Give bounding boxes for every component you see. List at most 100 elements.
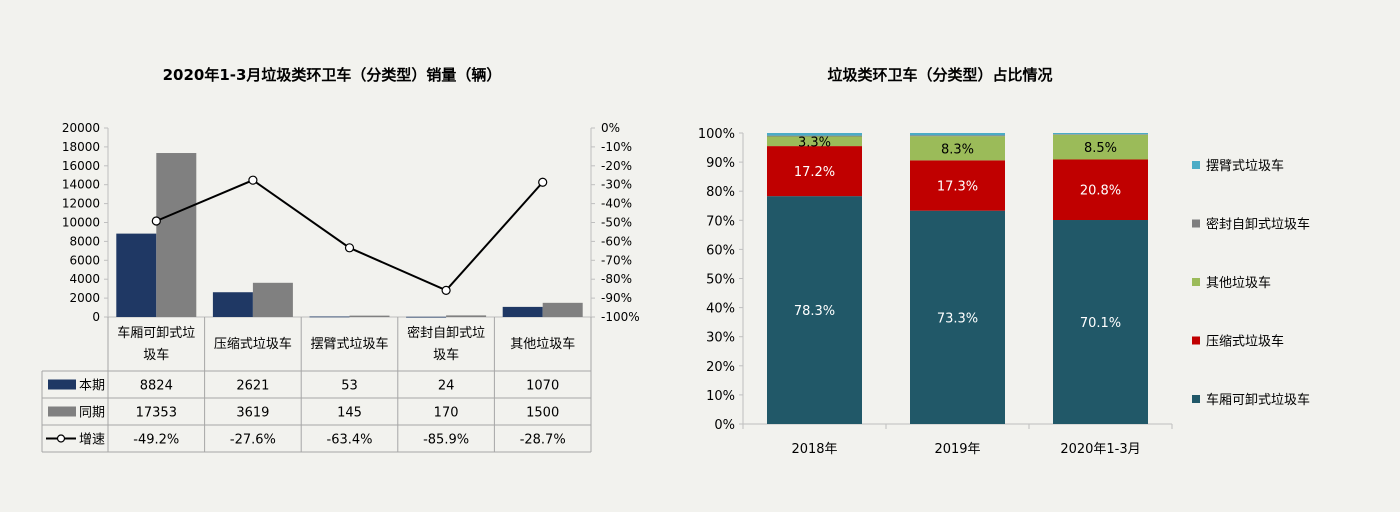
stack-segment-2-2 — [910, 160, 1005, 211]
table-series-name-3: 增速 — [79, 433, 105, 448]
bar-current-3 — [309, 316, 350, 318]
bar-current-1 — [116, 233, 157, 317]
table-series-name-2: 同期 — [79, 406, 105, 421]
stack-segment-2-3 — [1053, 159, 1148, 221]
stack-y-tick-label: 50% — [706, 273, 735, 288]
table-cell-3-5: -28.7% — [520, 433, 566, 448]
stack-y-tick-label: 90% — [706, 156, 735, 171]
left-y-tick-label: 16000 — [62, 159, 100, 173]
stack-segment-3-3 — [1053, 134, 1148, 160]
right-y-tick-label: -40% — [601, 197, 632, 211]
growth-point-4 — [441, 285, 451, 295]
stack-segment-5-3 — [1053, 133, 1148, 135]
bar-prior-1 — [156, 153, 197, 317]
stack-label-2-3: 20.8% — [1080, 184, 1121, 199]
stack-segment-4-2 — [910, 135, 1005, 137]
left-y-tick-label: 8000 — [69, 234, 100, 248]
right-y-tick-label: -30% — [601, 178, 632, 192]
left-chart-title: 2020年1-3月垃圾类环卫车（分类型）销量（辆） — [162, 66, 502, 84]
stack-segment-1-3 — [1053, 220, 1148, 424]
table-cell-2-3: 145 — [337, 406, 362, 421]
table-cell-2-1: 17353 — [136, 406, 177, 421]
stack-x-label-2: 2019年 — [934, 442, 980, 457]
stack-segment-4-3 — [1053, 134, 1148, 135]
stack-y-tick-label: 100% — [698, 127, 735, 142]
bar-current-5 — [502, 306, 543, 317]
right-y-tick-label: 0% — [601, 121, 620, 135]
stack-x-label-1: 2018年 — [791, 442, 837, 457]
left-y-tick-label: 12000 — [62, 197, 100, 211]
table-cell-2-2: 3619 — [236, 406, 269, 421]
stack-legend-label-3: 其他垃圾车 — [1206, 275, 1271, 291]
table-cell-2-4: 170 — [434, 406, 459, 421]
table-header-3: 摆臂式垃圾车 — [310, 336, 388, 352]
table-header-4: 密封自卸式垃圾车 — [407, 325, 485, 363]
table-cell-1-3: 53 — [341, 379, 358, 394]
stack-label-2-2: 17.3% — [937, 180, 978, 195]
stack-segment-5-2 — [910, 133, 1005, 136]
table-cell-1-2: 2621 — [236, 379, 269, 394]
left-y-tick-label: 6000 — [69, 253, 100, 267]
growth-point-1 — [151, 216, 161, 226]
stack-label-3-3: 8.5% — [1084, 141, 1117, 156]
right-y-tick-label: -100% — [601, 310, 640, 324]
stack-legend-label-1: 摆臂式垃圾车 — [1206, 158, 1284, 174]
stack-legend-swatch-3 — [1192, 278, 1200, 286]
table-cell-3-1: -49.2% — [133, 433, 179, 448]
right-y-tick-label: -10% — [601, 140, 632, 154]
stack-legend-label-5: 车厢可卸式垃圾车 — [1206, 392, 1310, 408]
right-y-tick-label: -70% — [601, 253, 632, 267]
growth-point-5 — [538, 177, 548, 187]
table-cell-3-4: -85.9% — [423, 433, 469, 448]
bar-prior-5 — [542, 302, 583, 317]
stack-segment-1-1 — [767, 196, 862, 424]
stack-legend-swatch-5 — [1192, 395, 1200, 403]
table-legend-key-marker — [56, 434, 66, 443]
growth-point-2 — [248, 175, 258, 185]
stack-legend-label-4: 压缩式垃圾车 — [1206, 334, 1284, 350]
stack-segment-3-1 — [767, 136, 862, 147]
stack-segment-1-2 — [910, 210, 1005, 424]
table-cell-2-5: 1500 — [526, 406, 559, 421]
table-cell-1-5: 1070 — [526, 379, 559, 394]
growth-line — [155, 179, 544, 292]
bar-current-2 — [212, 292, 253, 317]
stack-legend-swatch-2 — [1192, 219, 1200, 228]
stack-y-tick-label: 10% — [706, 389, 735, 404]
bar-prior-3 — [349, 315, 390, 317]
growth-point-3 — [344, 243, 355, 253]
left-y-tick-label: 20000 — [62, 121, 100, 135]
table-legend-key-1 — [48, 379, 76, 390]
right-y-tick-label: -60% — [601, 234, 632, 248]
stack-legend-label-2: 密封自卸式垃圾车 — [1206, 217, 1310, 233]
stack-y-tick-label: 40% — [706, 302, 735, 317]
stack-y-tick-label: 20% — [706, 360, 735, 375]
stack-segment-5-1 — [767, 133, 862, 136]
stack-x-label-3: 2020年1-3月 — [1060, 442, 1140, 457]
right-y-tick-label: -90% — [601, 291, 632, 305]
stack-label-3-1: 3.3% — [798, 135, 831, 150]
right-y-tick-label: -50% — [601, 216, 632, 230]
stack-label-2-1: 17.2% — [794, 165, 835, 180]
left-y-tick-label: 14000 — [62, 178, 100, 192]
table-cell-1-4: 24 — [438, 379, 455, 394]
right-y-tick-label: -20% — [601, 159, 632, 173]
bar-current-4 — [406, 316, 447, 318]
stack-label-1-2: 73.3% — [937, 311, 978, 326]
right-chart-title: 垃圾类环卫车（分类型）占比情况 — [827, 66, 1053, 84]
table-cell-3-3: -63.4% — [327, 433, 373, 448]
left-y-tick-label: 4000 — [69, 272, 100, 286]
left-y-tick-label: 0 — [92, 310, 100, 324]
stack-segment-2-1 — [767, 146, 862, 197]
stack-segment-3-2 — [910, 136, 1005, 161]
stack-legend-swatch-1 — [1192, 161, 1200, 169]
table-header-1: 车厢可卸式垃圾车 — [117, 325, 195, 363]
table-cell-3-2: -27.6% — [230, 433, 276, 448]
bar-prior-4 — [446, 315, 487, 317]
left-y-tick-label: 18000 — [62, 140, 100, 154]
stack-label-1-3: 70.1% — [1080, 316, 1121, 331]
table-header-2: 压缩式垃圾车 — [214, 336, 292, 352]
table-header-5: 其他垃圾车 — [510, 336, 575, 352]
table-legend-key-2 — [48, 406, 76, 417]
stack-label-3-2: 8.3% — [941, 142, 974, 157]
